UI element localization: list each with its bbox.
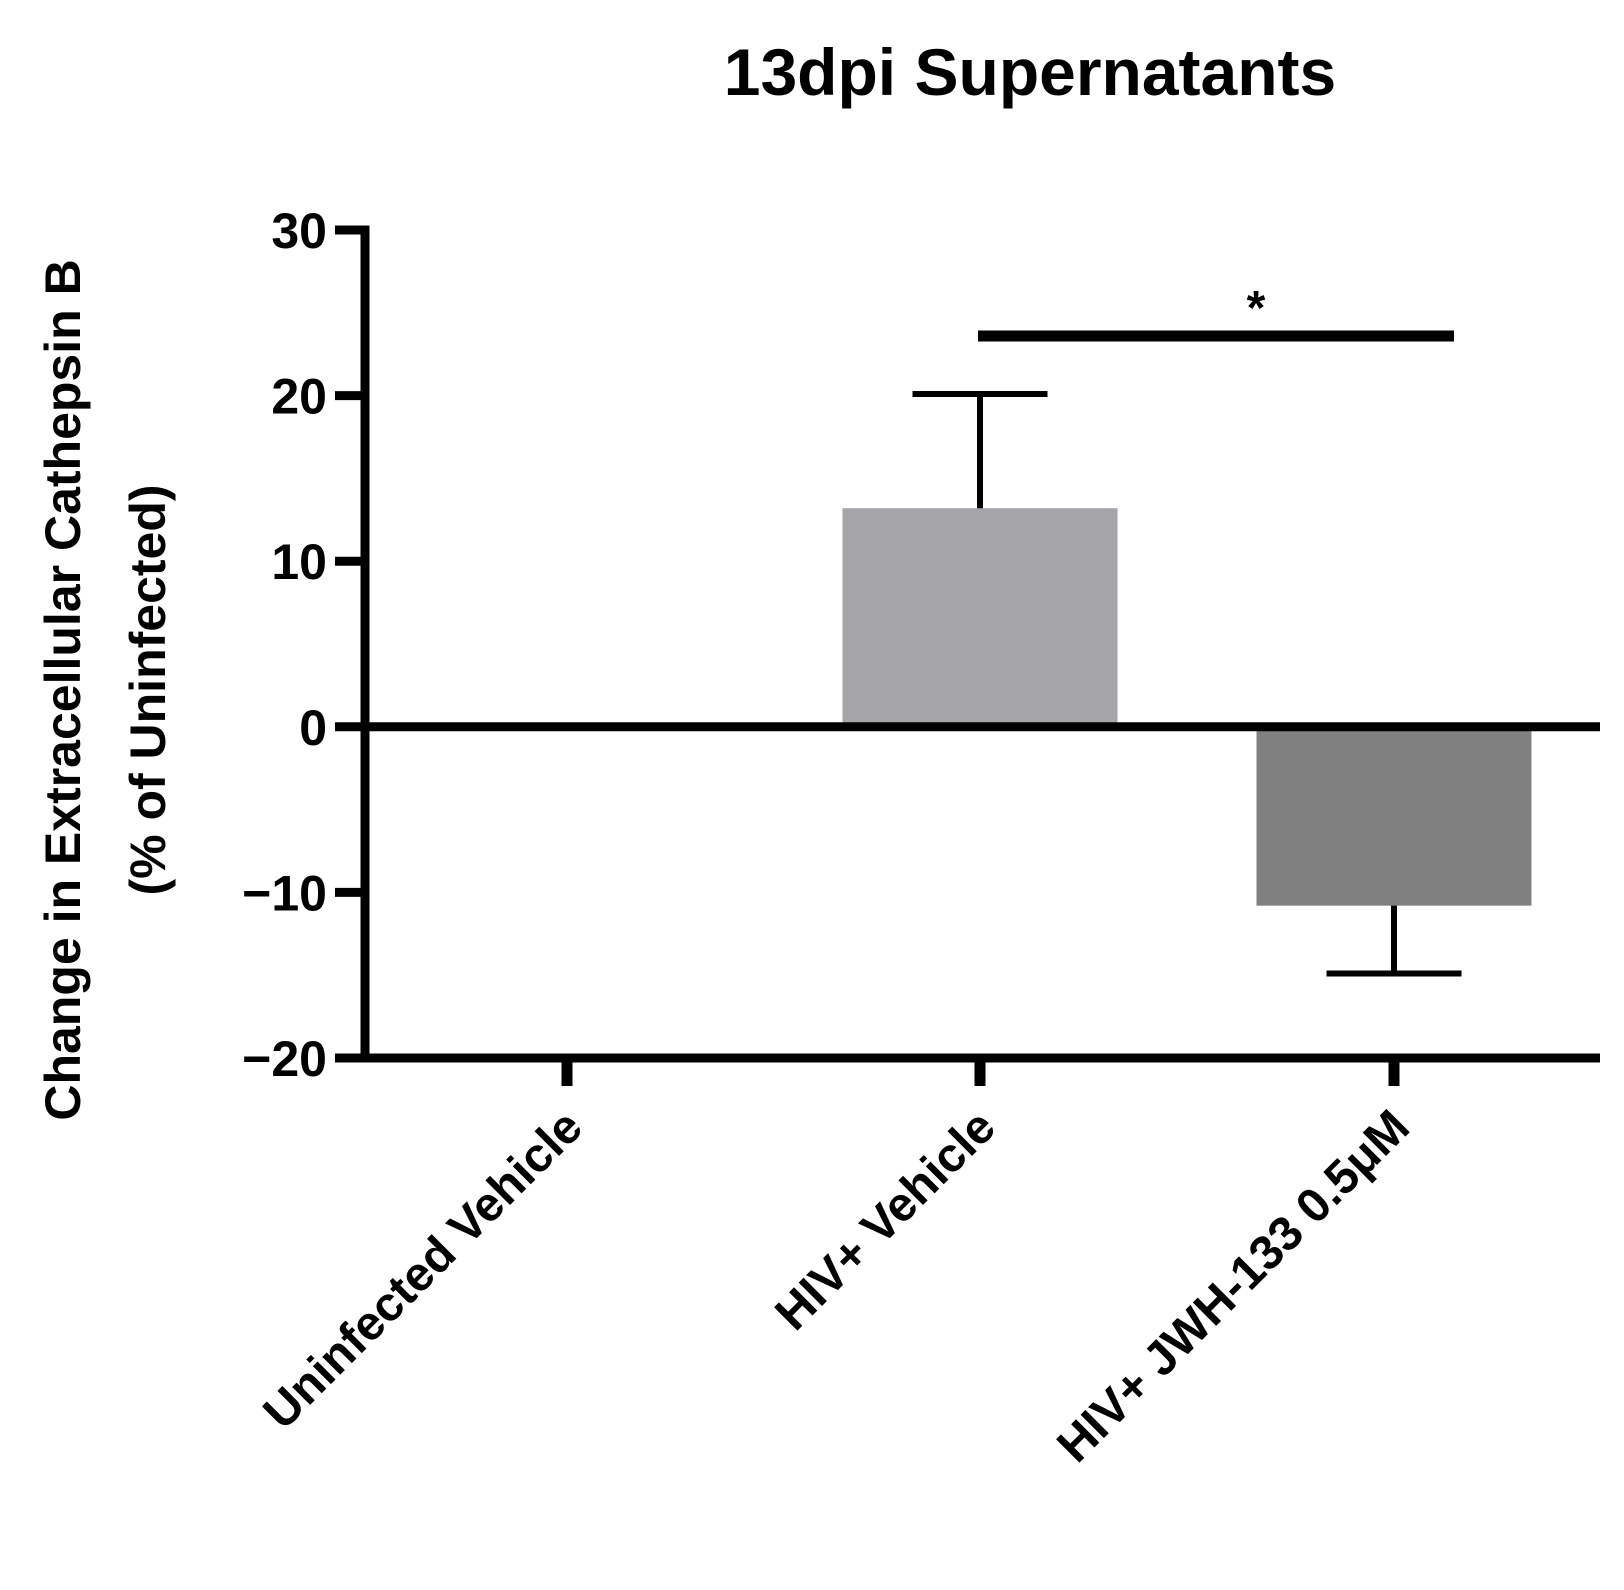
bar-3 <box>1256 726 1532 906</box>
y-tick-label: −20 <box>242 1031 327 1087</box>
y-axis-label-units: (% of Uninfected) <box>120 484 176 895</box>
significance-star: * <box>1247 282 1266 335</box>
x-axis-ticks: Uninfected Vehicle HIV+ Vehicle HIV+ JWH-1… <box>254 1058 1420 1473</box>
x-tick-label: Uninfected Vehicle <box>254 1100 593 1439</box>
y-tick-label: 30 <box>271 203 327 259</box>
y-axis-ticks: 30 20 10 0 −10 −20 <box>242 203 365 1087</box>
significance-annotation: * <box>978 282 1454 342</box>
x-tick-label: HIV+ Vehicle <box>765 1100 1005 1340</box>
y-tick-label: −10 <box>242 865 327 921</box>
x-tick-label: HIV+ JWH-133 0.5μM <box>1047 1100 1419 1472</box>
chart-title: 13dpi Supernatants <box>724 35 1336 109</box>
bars <box>842 508 1532 906</box>
y-tick-label: 10 <box>271 534 327 590</box>
error-bars <box>912 390 1462 977</box>
y-axis-label: Change in Extracellular Cathepsin B <box>35 259 91 1120</box>
y-tick-label: 0 <box>299 700 327 756</box>
bar-2 <box>842 508 1118 727</box>
y-tick-label: 20 <box>271 369 327 425</box>
